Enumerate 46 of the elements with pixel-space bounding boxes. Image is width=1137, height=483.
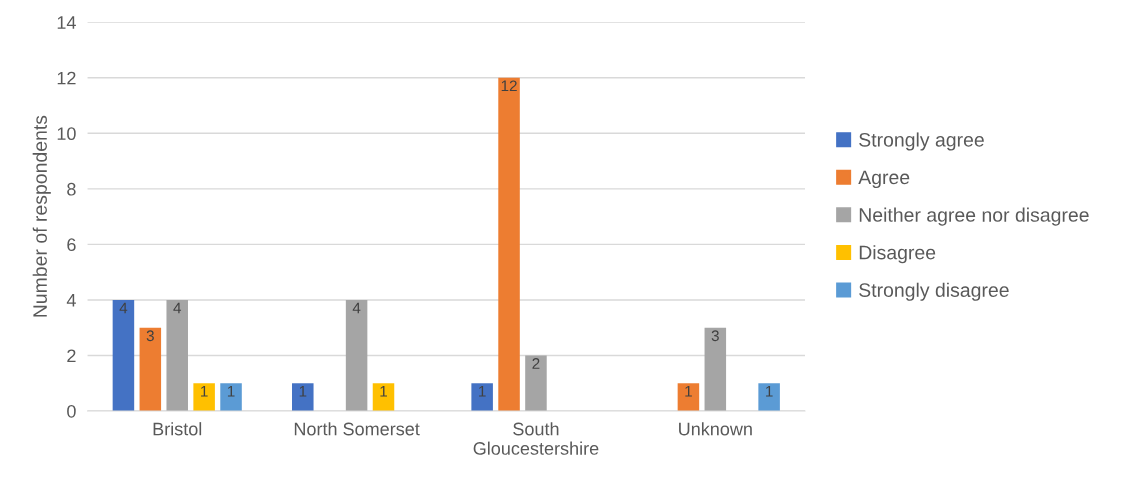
bar <box>758 383 780 412</box>
bar <box>372 383 395 412</box>
bar <box>345 299 368 412</box>
y-tick-label: 4 <box>66 294 76 307</box>
legend-label: Strongly disagree <box>859 282 1009 301</box>
bar <box>704 327 727 412</box>
data-label: 1 <box>479 386 486 397</box>
y-tick-label: 0 <box>67 404 76 418</box>
y-axis-title: Number of respondents <box>32 115 51 317</box>
data-label: 1 <box>227 386 235 397</box>
data-label: 1 <box>299 386 307 397</box>
bar <box>220 383 242 412</box>
data-label: 1 <box>380 386 387 397</box>
bar <box>498 77 520 412</box>
data-label: 1 <box>766 386 773 397</box>
x-tick-label: North Somerset <box>294 422 420 436</box>
legend-label: Agree <box>858 170 910 189</box>
bar <box>112 299 135 412</box>
y-tick-label: 12 <box>57 71 76 85</box>
data-label: 4 <box>119 302 128 314</box>
x-tick-label: South Gloucestershire <box>473 422 599 455</box>
y-tick-label: 10 <box>57 127 76 141</box>
bar <box>139 327 162 412</box>
bar <box>292 383 314 412</box>
bar <box>471 383 493 412</box>
x-tick-label: Unknown <box>679 422 752 436</box>
y-tick-label: 14 <box>57 16 76 29</box>
data-label: 4 <box>352 302 361 314</box>
data-label: 2 <box>532 358 540 369</box>
data-label: 3 <box>711 330 719 342</box>
y-tick-label: 6 <box>67 238 76 252</box>
y-tick-label: 8 <box>67 182 76 196</box>
data-label: 1 <box>201 386 208 397</box>
data-label: 1 <box>685 386 692 397</box>
legend-label: Neither agree nor disagree <box>859 207 1089 226</box>
bar <box>166 299 188 412</box>
x-tick-label: Bristol <box>153 422 202 436</box>
bar <box>193 383 215 412</box>
data-label: 3 <box>146 330 154 342</box>
y-tick-label: 2 <box>67 349 76 363</box>
legend-label: Strongly agree <box>859 132 984 151</box>
legend-label: Disagree <box>859 245 936 264</box>
bar <box>677 383 700 412</box>
data-label: 12 <box>501 80 517 92</box>
bar <box>525 355 547 412</box>
data-label: 4 <box>173 302 182 314</box>
